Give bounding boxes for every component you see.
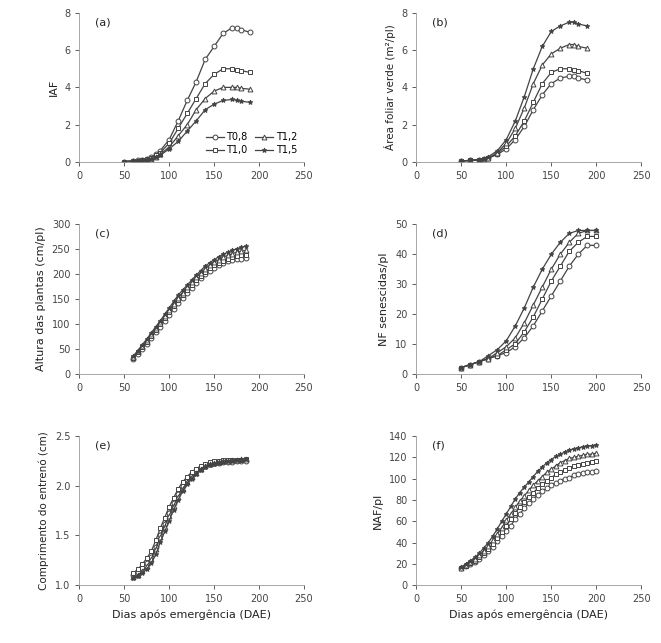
- Y-axis label: NF senescidas/pl: NF senescidas/pl: [379, 252, 389, 346]
- X-axis label: Dias após emergência (DAE): Dias após emergência (DAE): [112, 610, 271, 620]
- Text: (e): (e): [95, 440, 110, 451]
- Y-axis label: NAF/pl: NAF/pl: [373, 493, 383, 529]
- Text: (a): (a): [95, 17, 110, 28]
- Legend: T0,8, T1,0, T1,2, T1,5: T0,8, T1,0, T1,2, T1,5: [204, 131, 299, 157]
- X-axis label: Dias após emergência (DAE): Dias após emergência (DAE): [449, 610, 608, 620]
- Text: (c): (c): [95, 229, 110, 239]
- Text: (b): (b): [432, 17, 448, 28]
- Text: (d): (d): [432, 229, 448, 239]
- Y-axis label: IAF: IAF: [48, 78, 58, 96]
- Y-axis label: Altura das plantas (cm/pl): Altura das plantas (cm/pl): [36, 226, 46, 372]
- Y-axis label: Área foliar verde (m²/pl): Área foliar verde (m²/pl): [383, 24, 395, 150]
- Text: (f): (f): [432, 440, 445, 451]
- Y-axis label: Comprimento do entrenó (cm): Comprimento do entrenó (cm): [39, 431, 49, 590]
